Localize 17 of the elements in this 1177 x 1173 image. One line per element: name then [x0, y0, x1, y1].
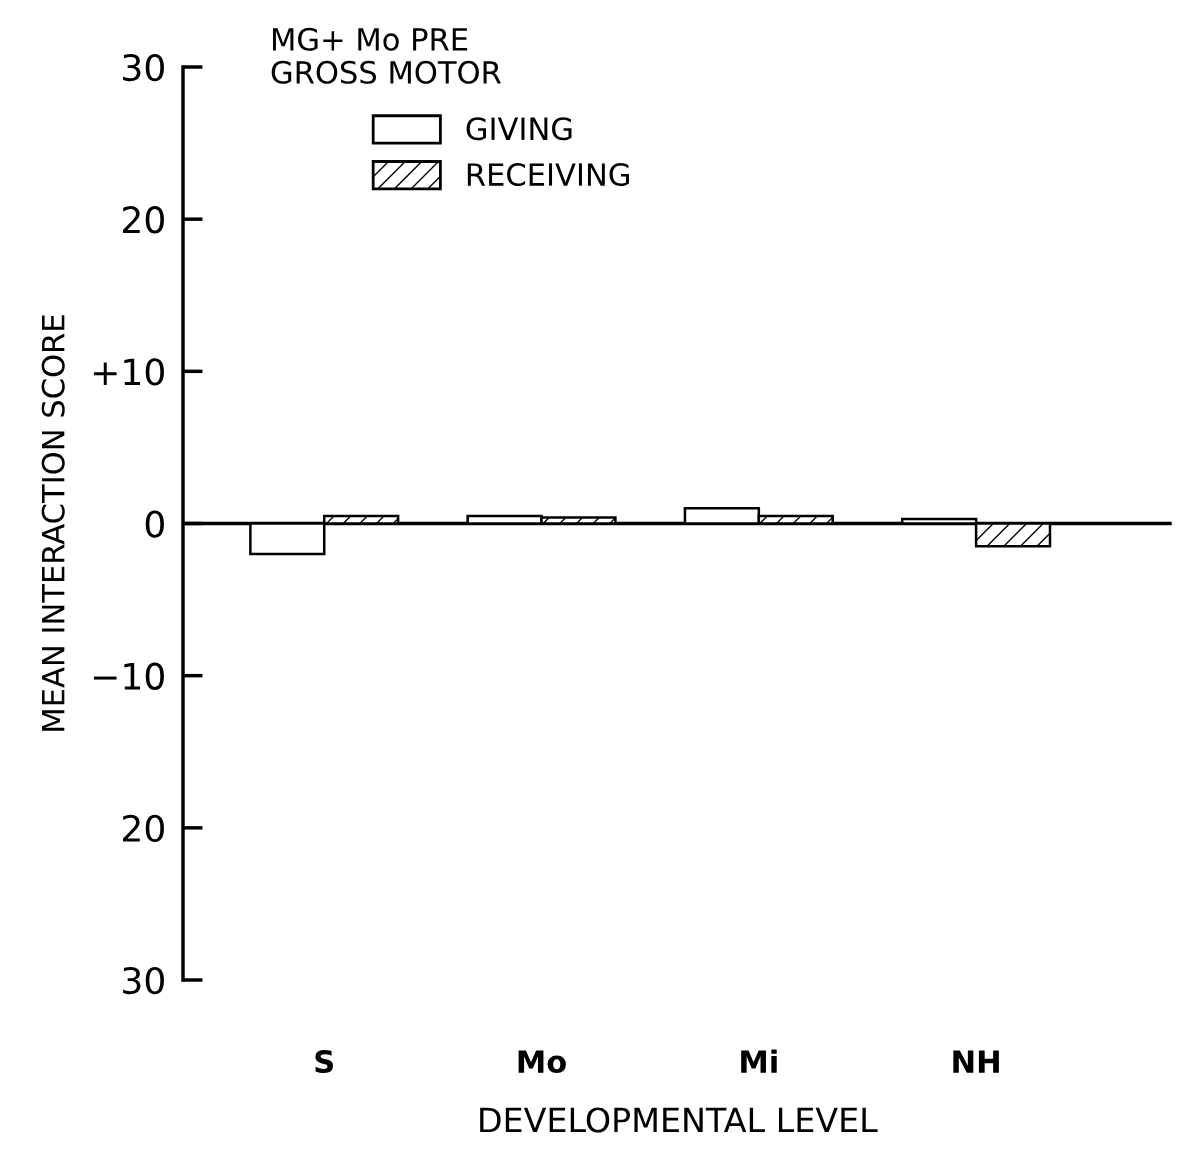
- y-tick-label: 20: [123, 206, 164, 234]
- x-axis-title: DEVELOPMENTAL LEVEL: [480, 1107, 878, 1133]
- y-tick-label: +10: [93, 358, 164, 386]
- legend-label: GIVING: [466, 117, 572, 141]
- chart-subtitle: GROSS MOTOR: [271, 60, 501, 84]
- y-tick-label: 30: [123, 53, 164, 82]
- y-tick-label: 30: [123, 966, 164, 995]
- y-tick-label: 0: [145, 510, 164, 538]
- x-tick-label: Mi: [741, 1049, 777, 1073]
- y-tick-label: 20: [123, 814, 164, 843]
- chart-title: MG+ Mo PRE: [273, 27, 468, 51]
- x-tick-label: NH: [953, 1050, 999, 1073]
- legend-label: RECEIVING: [467, 162, 629, 187]
- x-tick-label: Mo: [518, 1050, 566, 1074]
- y-axis-title: MEAN INTERACTION SCORE: [41, 315, 65, 731]
- x-tick-label: S: [315, 1049, 334, 1074]
- y-tick-label: −10: [93, 662, 164, 690]
